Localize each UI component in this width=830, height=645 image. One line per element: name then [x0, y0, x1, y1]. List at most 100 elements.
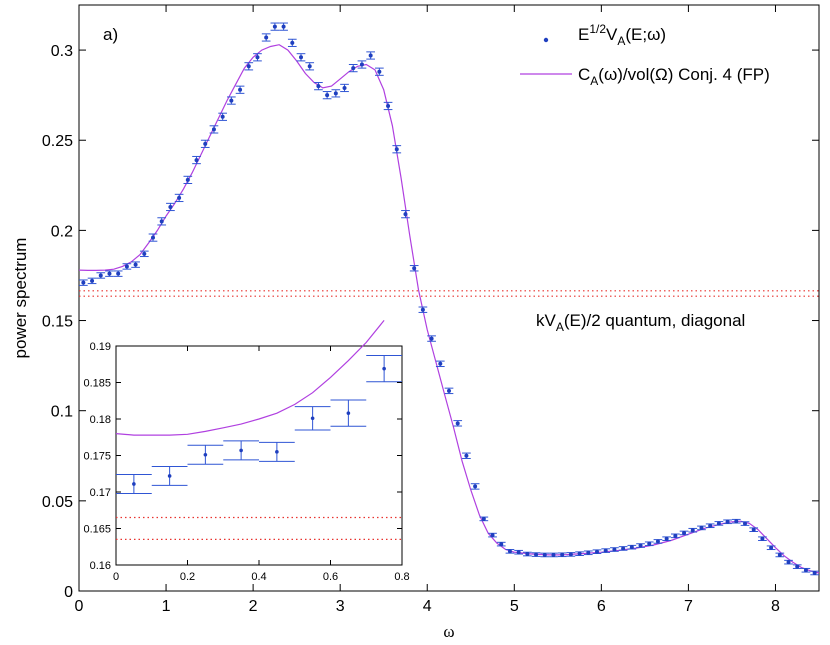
main-point-marker: [769, 545, 774, 550]
main-data-point: [627, 544, 637, 550]
main-data-point: [636, 543, 645, 548]
main-point-marker: [490, 533, 495, 538]
main-data-point: [523, 551, 532, 557]
main-data-point: [679, 530, 689, 536]
main-x-tick-label: 7: [684, 598, 693, 615]
main-data-point: [287, 38, 297, 47]
main-y-tick-label: 0.05: [42, 494, 73, 511]
main-point-marker: [473, 484, 478, 489]
inset-data-point: [330, 399, 367, 427]
main-data-point: [662, 536, 671, 542]
main-point-marker: [264, 35, 269, 40]
main-data-point: [392, 145, 402, 154]
main-data-point: [758, 536, 767, 542]
y-axis-label: power spectrum: [11, 238, 30, 359]
main-data-point: [366, 51, 375, 60]
legend-points-label: E1/2VA(E;ω): [578, 22, 666, 48]
main-data-point: [531, 552, 541, 557]
main-data-point: [671, 533, 680, 539]
main-y-tick-label: 0: [64, 584, 73, 601]
main-point-marker: [777, 552, 782, 557]
main-point-marker: [142, 251, 147, 256]
main-point-marker: [299, 55, 303, 60]
main-point-marker: [403, 212, 408, 217]
main-data-point: [705, 523, 715, 529]
main-point-marker: [159, 219, 164, 224]
main-data-point: [688, 527, 698, 533]
main-point-marker: [612, 547, 617, 552]
main-data-point: [227, 96, 236, 105]
main-x-tick-label: 2: [249, 598, 258, 615]
main-point-marker: [116, 271, 121, 276]
main-data-point: [305, 62, 315, 71]
main-data-point: [644, 541, 654, 547]
main-x-tick-label: 0: [75, 598, 84, 615]
reference-annotation: kVA(E)/2 quantum, diagonal: [536, 311, 745, 334]
main-y-tick-label: 0.1: [51, 404, 73, 421]
main-point-marker: [368, 53, 373, 58]
main-point-marker: [229, 98, 234, 103]
main-y-tick-label: 0.3: [51, 43, 73, 60]
main-point-marker: [734, 519, 739, 524]
main-data-point: [174, 193, 184, 203]
main-point-marker: [377, 69, 382, 74]
inset-plot-area: [115, 345, 403, 566]
main-point-marker: [447, 388, 451, 393]
main-point-marker: [708, 523, 713, 528]
main-data-point: [697, 525, 706, 531]
main-data-point: [723, 519, 732, 525]
main-data-point: [375, 67, 384, 76]
main-data-point: [296, 53, 306, 62]
main-point-marker: [359, 62, 364, 67]
main-point-marker: [760, 536, 765, 541]
main-data-point: [557, 552, 567, 558]
main-point-marker: [560, 552, 565, 557]
main-data-point: [314, 82, 323, 91]
main-data-point: [540, 552, 550, 558]
main-data-point: [618, 546, 628, 551]
inset-point-marker: [203, 452, 208, 457]
main-data-point: [435, 360, 445, 368]
inset-data-point: [223, 440, 259, 461]
main-data-point: [401, 210, 410, 219]
main-data-point: [479, 516, 489, 522]
main-x-tick-label: 6: [597, 598, 606, 615]
main-data-point: [792, 564, 802, 569]
main-point-marker: [394, 147, 399, 152]
main-data-point: [749, 527, 759, 532]
main-y-tick-label: 0.25: [42, 133, 73, 150]
main-point-marker: [464, 453, 469, 458]
inset-point-marker: [167, 474, 172, 478]
main-data-point: [244, 62, 254, 71]
main-point-marker: [90, 278, 95, 283]
main-data-point: [427, 335, 436, 342]
inset-x-tick-label: 0.4: [251, 571, 266, 583]
main-point-marker: [290, 40, 295, 45]
main-point-marker: [211, 127, 216, 132]
main-point-marker: [98, 273, 103, 278]
main-data-point: [592, 549, 602, 554]
main-point-marker: [507, 549, 512, 554]
main-data-point: [79, 279, 88, 286]
inset-y-tick-label: 0.18: [90, 414, 111, 426]
inset-point-marker: [132, 482, 136, 486]
main-point-marker: [151, 235, 155, 240]
inset-data-point: [187, 444, 224, 465]
main-point-marker: [281, 24, 286, 29]
main-point-marker: [795, 564, 800, 569]
legend-points-marker: [543, 37, 549, 43]
main-plot-area: [78, 4, 820, 592]
main-data-point: [549, 552, 558, 558]
main-x-tick-label: 1: [162, 598, 171, 615]
main-data-point: [383, 101, 393, 111]
main-point-marker: [107, 271, 112, 276]
main-data-point: [139, 250, 149, 258]
main-data-point: [279, 22, 288, 31]
inset-point-marker: [346, 411, 351, 415]
main-point-marker: [342, 85, 347, 90]
main-point-marker: [455, 421, 460, 426]
main-data-point: [148, 233, 158, 242]
main-point-marker: [786, 560, 791, 565]
main-point-marker: [525, 552, 530, 557]
